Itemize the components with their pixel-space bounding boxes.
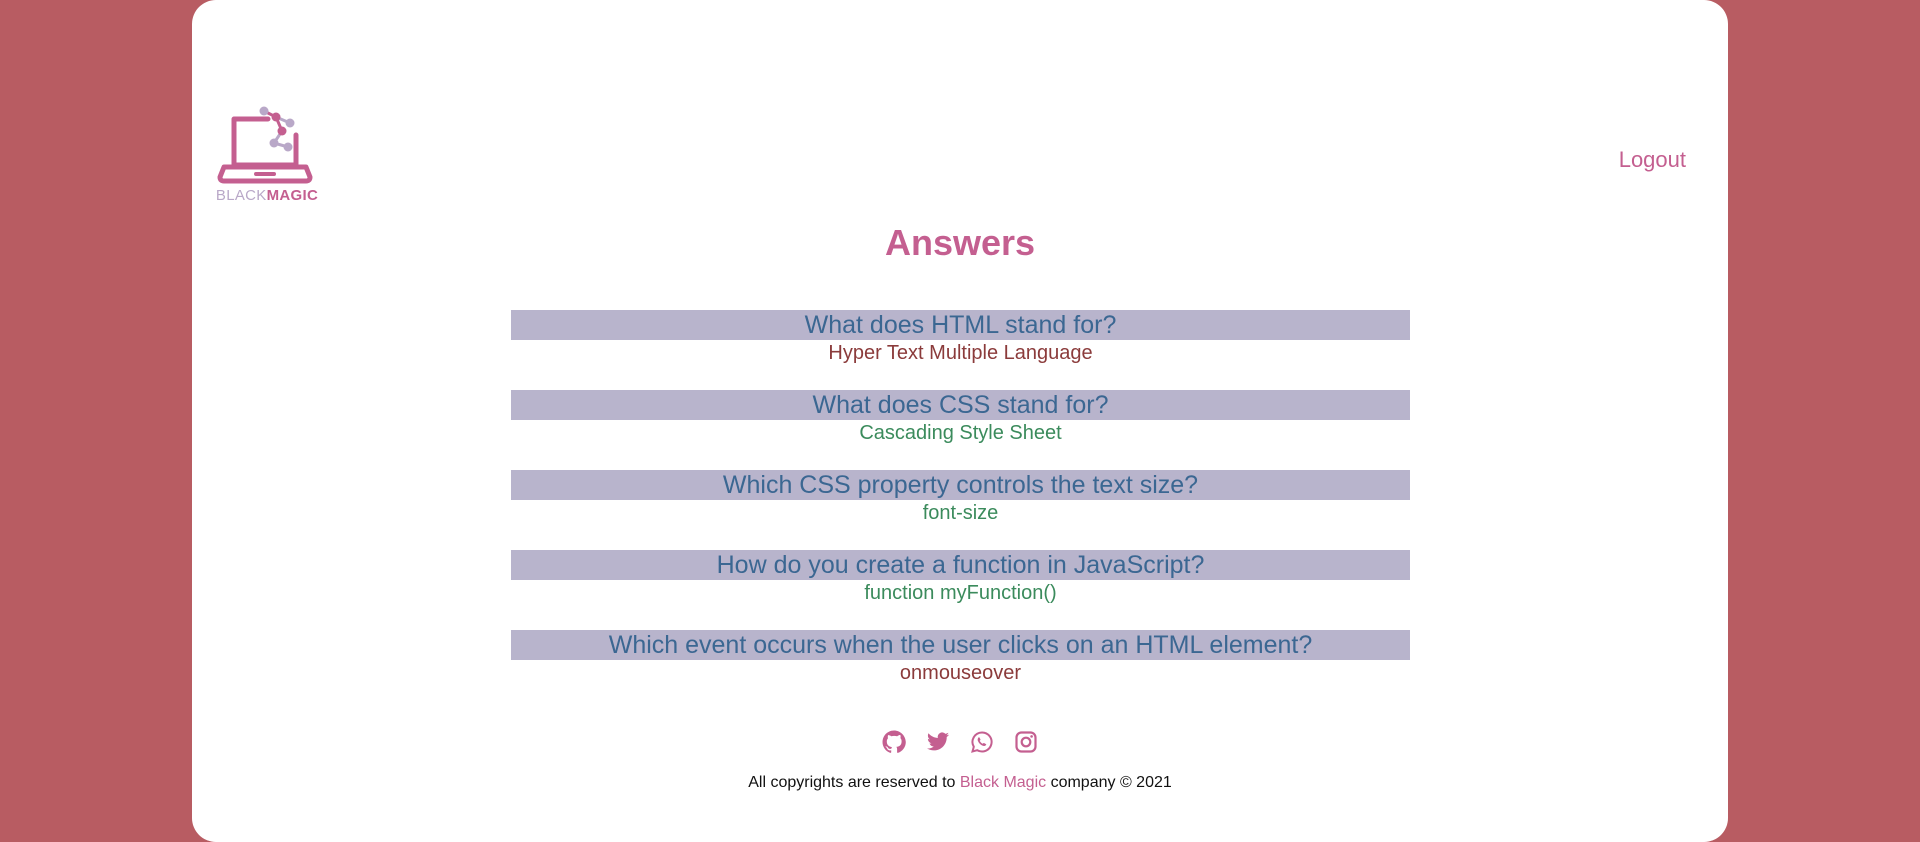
answer-text: function myFunction() (864, 582, 1057, 604)
answer-text: Hyper Text Multiple Language (828, 342, 1093, 364)
answer-text: Cascading Style Sheet (859, 422, 1062, 444)
github-icon[interactable] (882, 730, 906, 754)
social-links (192, 730, 1728, 754)
list-item: Which event occurs when the user clicks … (511, 630, 1410, 710)
answer-text: onmouseover (899, 662, 1022, 684)
logo-text: BLACKMAGIC (212, 187, 322, 204)
whatsapp-icon[interactable] (970, 730, 994, 754)
question-text: What does CSS stand for? (511, 390, 1410, 420)
logo-text-light: BLACK (215, 187, 267, 204)
logo[interactable]: BLACKMAGIC (212, 105, 322, 205)
answers-list: What does HTML stand for? Hyper Text Mul… (511, 310, 1410, 710)
question-text: What does HTML stand for? (511, 310, 1410, 340)
list-item: How do you create a function in JavaScri… (511, 550, 1410, 630)
page-title: Answers (884, 222, 1036, 263)
copyright-brand-link[interactable]: Black Magic (959, 774, 1047, 791)
list-item: What does CSS stand for? Cascading Style… (511, 390, 1410, 470)
logo-text-bold: MAGIC (266, 187, 319, 204)
logout-link[interactable]: Logout (1618, 147, 1686, 172)
copyright-prefix: All copyrights are reserved to (748, 774, 956, 791)
answer-text: font-size (922, 502, 999, 524)
main-card: BLACKMAGIC Logout Answers What does HTML… (192, 0, 1728, 842)
copyright-suffix: company © 2021 (1050, 774, 1172, 791)
twitter-icon[interactable] (926, 730, 950, 754)
instagram-icon[interactable] (1014, 730, 1038, 754)
laptop-logo-icon (217, 106, 313, 184)
question-text: Which CSS property controls the text siz… (511, 470, 1410, 500)
question-text: Which event occurs when the user clicks … (511, 630, 1410, 660)
list-item: What does HTML stand for? Hyper Text Mul… (511, 310, 1410, 390)
question-text: How do you create a function in JavaScri… (511, 550, 1410, 580)
list-item: Which CSS property controls the text siz… (511, 470, 1410, 550)
copyright-text: All copyrights are reserved to Black Mag… (192, 774, 1728, 792)
